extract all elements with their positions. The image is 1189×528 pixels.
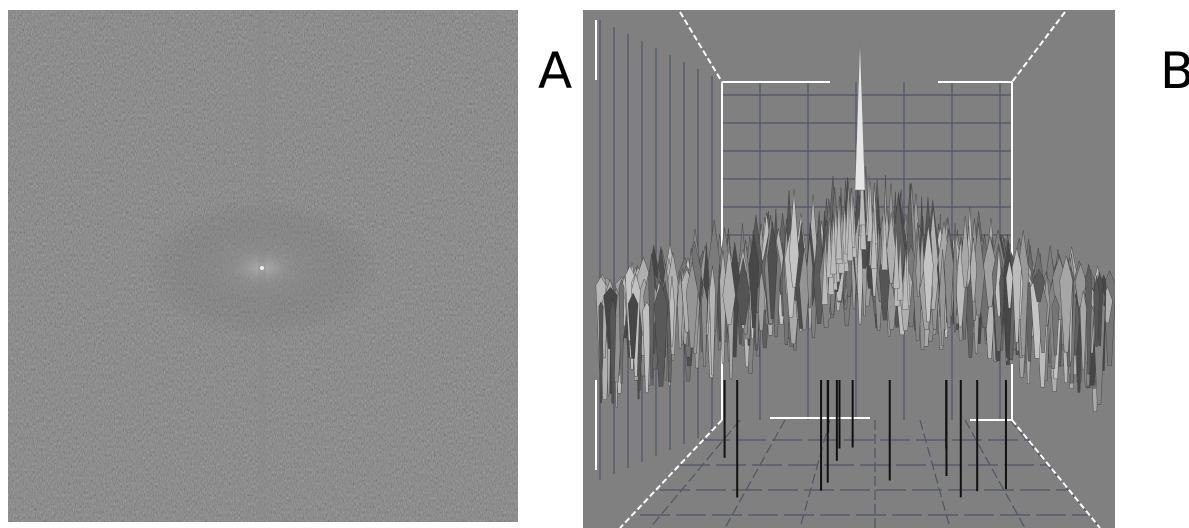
surface-plot	[583, 10, 1118, 528]
figure: A B	[0, 0, 1189, 528]
panel-label: B	[1160, 42, 1189, 100]
page: A B (() => { const data = JSON.parse(doc…	[0, 0, 1189, 528]
panel-label: A	[538, 42, 572, 100]
dc-peak	[260, 266, 264, 270]
spectrum-image	[8, 10, 518, 522]
